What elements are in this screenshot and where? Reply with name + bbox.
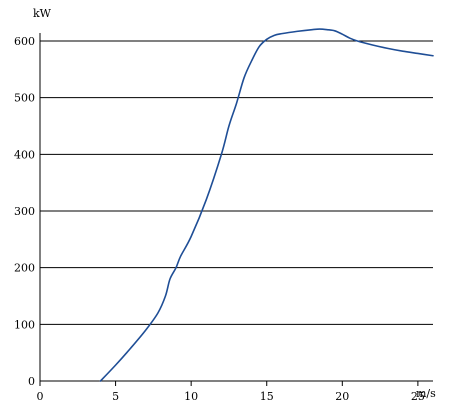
x-tick-label: 10	[184, 390, 198, 403]
x-axis-label: m/s	[416, 387, 436, 400]
y-tick-label: 400	[14, 148, 35, 161]
y-tick-label: 200	[14, 262, 35, 275]
y-tick-label: 600	[14, 35, 35, 48]
y-axis-label: kW	[33, 7, 52, 20]
x-tick-label: 0	[37, 390, 44, 403]
x-tick-label: 25	[411, 390, 425, 403]
y-tick-label: 0	[28, 375, 35, 388]
gridlines	[40, 40, 433, 325]
x-tick-label: 20	[335, 390, 349, 403]
tick-labels: 0 100 200 300 400 500 600 0 5 10 15 20 25	[14, 35, 425, 403]
y-tick-label: 100	[14, 318, 35, 331]
y-tick-label: 300	[14, 205, 35, 218]
y-tick-label: 500	[14, 92, 35, 105]
x-tick-label: 15	[260, 390, 274, 403]
x-tick-label: 5	[112, 390, 119, 403]
power-curve-line	[99, 28, 434, 382]
series-lines	[99, 28, 434, 382]
axes	[39, 33, 433, 386]
